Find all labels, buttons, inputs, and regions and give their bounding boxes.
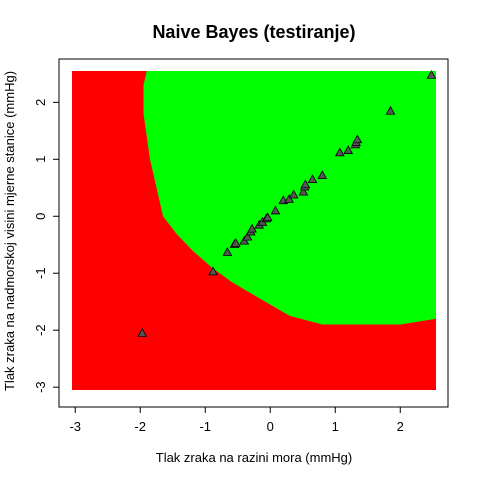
data-point	[208, 266, 218, 276]
y-tick-label: 0	[33, 213, 48, 220]
x-axis-label: Tlak zraka na razini mora (mmHg)	[156, 450, 353, 465]
plot-frame	[58, 58, 449, 408]
data-point	[270, 205, 281, 215]
data-point	[300, 179, 311, 189]
x-tick-label: -1	[199, 419, 211, 434]
y-tick-label: 1	[33, 156, 48, 163]
y-tick-label: 2	[33, 99, 48, 106]
chart-title: Naive Bayes (testiranje)	[152, 22, 355, 42]
y-tick-label: -2	[33, 324, 48, 336]
data-point	[262, 212, 273, 222]
x-tick-label: -3	[69, 419, 81, 434]
x-tick-label: 2	[397, 419, 404, 434]
data-point	[343, 145, 354, 154]
data-point	[298, 186, 309, 196]
data-point	[137, 328, 148, 337]
data-point	[230, 238, 241, 247]
x-tick-label: 0	[267, 419, 274, 434]
data-point	[222, 247, 233, 256]
axis-ticks: -3 -2 -1 0 1 2 -3 -2 -1 0 1 2	[33, 99, 404, 434]
y-axis-label: Tlak zraka na nadmorskoj visini mjerne s…	[2, 71, 17, 391]
x-tick-label: -2	[134, 419, 146, 434]
data-point	[334, 147, 345, 157]
data-point	[288, 189, 299, 199]
data-point	[242, 231, 253, 241]
data-point	[385, 105, 396, 115]
data-point	[317, 170, 328, 180]
x-tick-label: 1	[332, 419, 339, 434]
data-point	[352, 134, 363, 144]
data-point	[247, 223, 257, 233]
y-tick-label: -3	[33, 381, 48, 393]
y-tick-label: -1	[33, 267, 48, 279]
data-point	[426, 69, 437, 79]
data-points	[137, 69, 437, 337]
data-point	[307, 174, 318, 183]
data-point	[284, 194, 294, 203]
